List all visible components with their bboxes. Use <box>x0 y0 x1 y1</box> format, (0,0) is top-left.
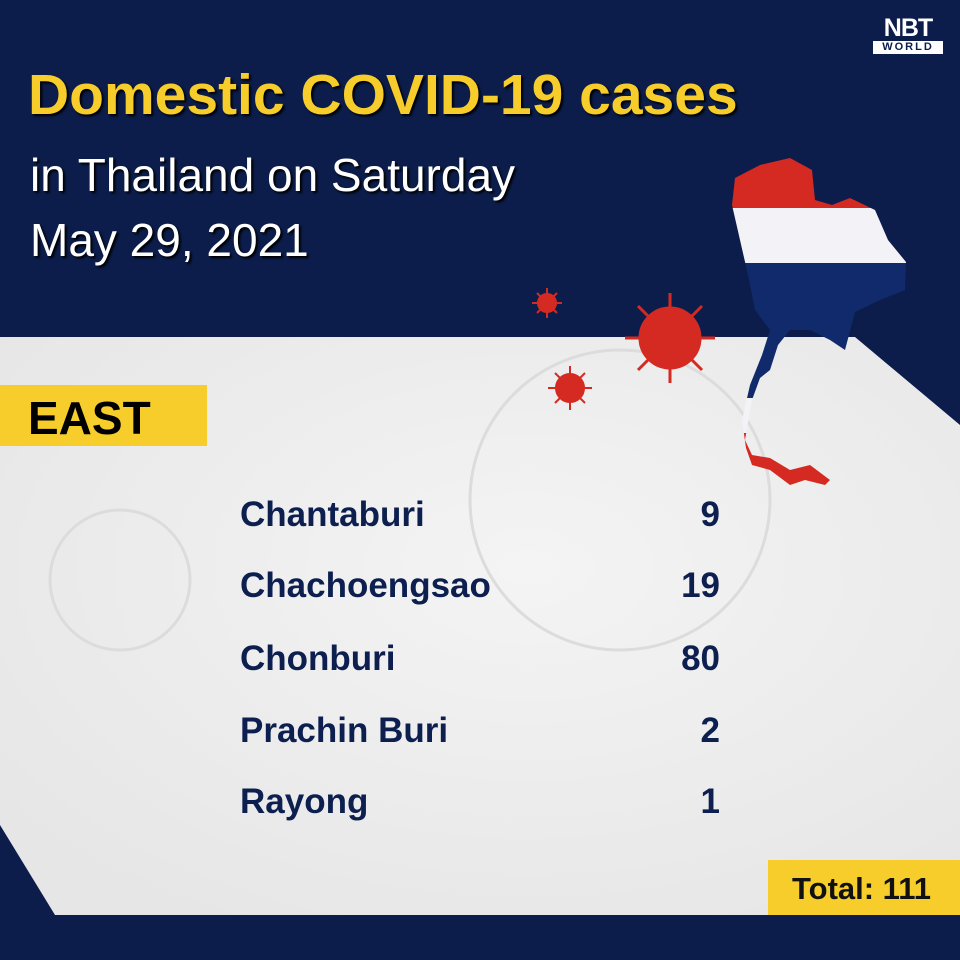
subtitle-date: May 29, 2021 <box>30 214 309 266</box>
case-count: 1 <box>700 782 720 821</box>
list-item: Chonburi 80 <box>240 639 720 683</box>
nbt-world-logo: NBT WORLD <box>873 16 943 54</box>
region-badge: EAST <box>0 385 207 446</box>
case-count: 19 <box>681 566 720 605</box>
list-item: Prachin Buri 2 <box>240 711 720 755</box>
logo-subtext: WORLD <box>873 41 943 54</box>
case-count: 2 <box>700 711 720 750</box>
province-name: Chantaburi <box>240 495 425 534</box>
total-badge: Total: 111 <box>768 860 960 915</box>
page-title: Domestic COVID-19 cases <box>28 63 738 127</box>
virus-icon <box>532 288 562 318</box>
case-count: 80 <box>681 639 720 678</box>
case-count: 9 <box>700 495 720 534</box>
virus-icon <box>625 293 715 383</box>
province-name: Chonburi <box>240 639 396 678</box>
region-label: EAST <box>28 392 151 444</box>
background-virus-faint <box>48 348 772 652</box>
list-item: Chachoengsao 19 <box>240 566 720 610</box>
total-label: Total: 111 <box>792 871 931 906</box>
virus-icon <box>548 366 592 410</box>
subtitle-line1: in Thailand on Saturday <box>30 149 516 201</box>
light-panel <box>0 337 960 915</box>
province-name: Prachin Buri <box>240 711 449 750</box>
logo-text: NBT <box>883 14 933 42</box>
province-name: Rayong <box>240 782 369 821</box>
list-item: Chantaburi 9 <box>240 495 720 539</box>
list-item: Rayong 1 <box>240 782 720 826</box>
province-name: Chachoengsao <box>240 566 491 605</box>
